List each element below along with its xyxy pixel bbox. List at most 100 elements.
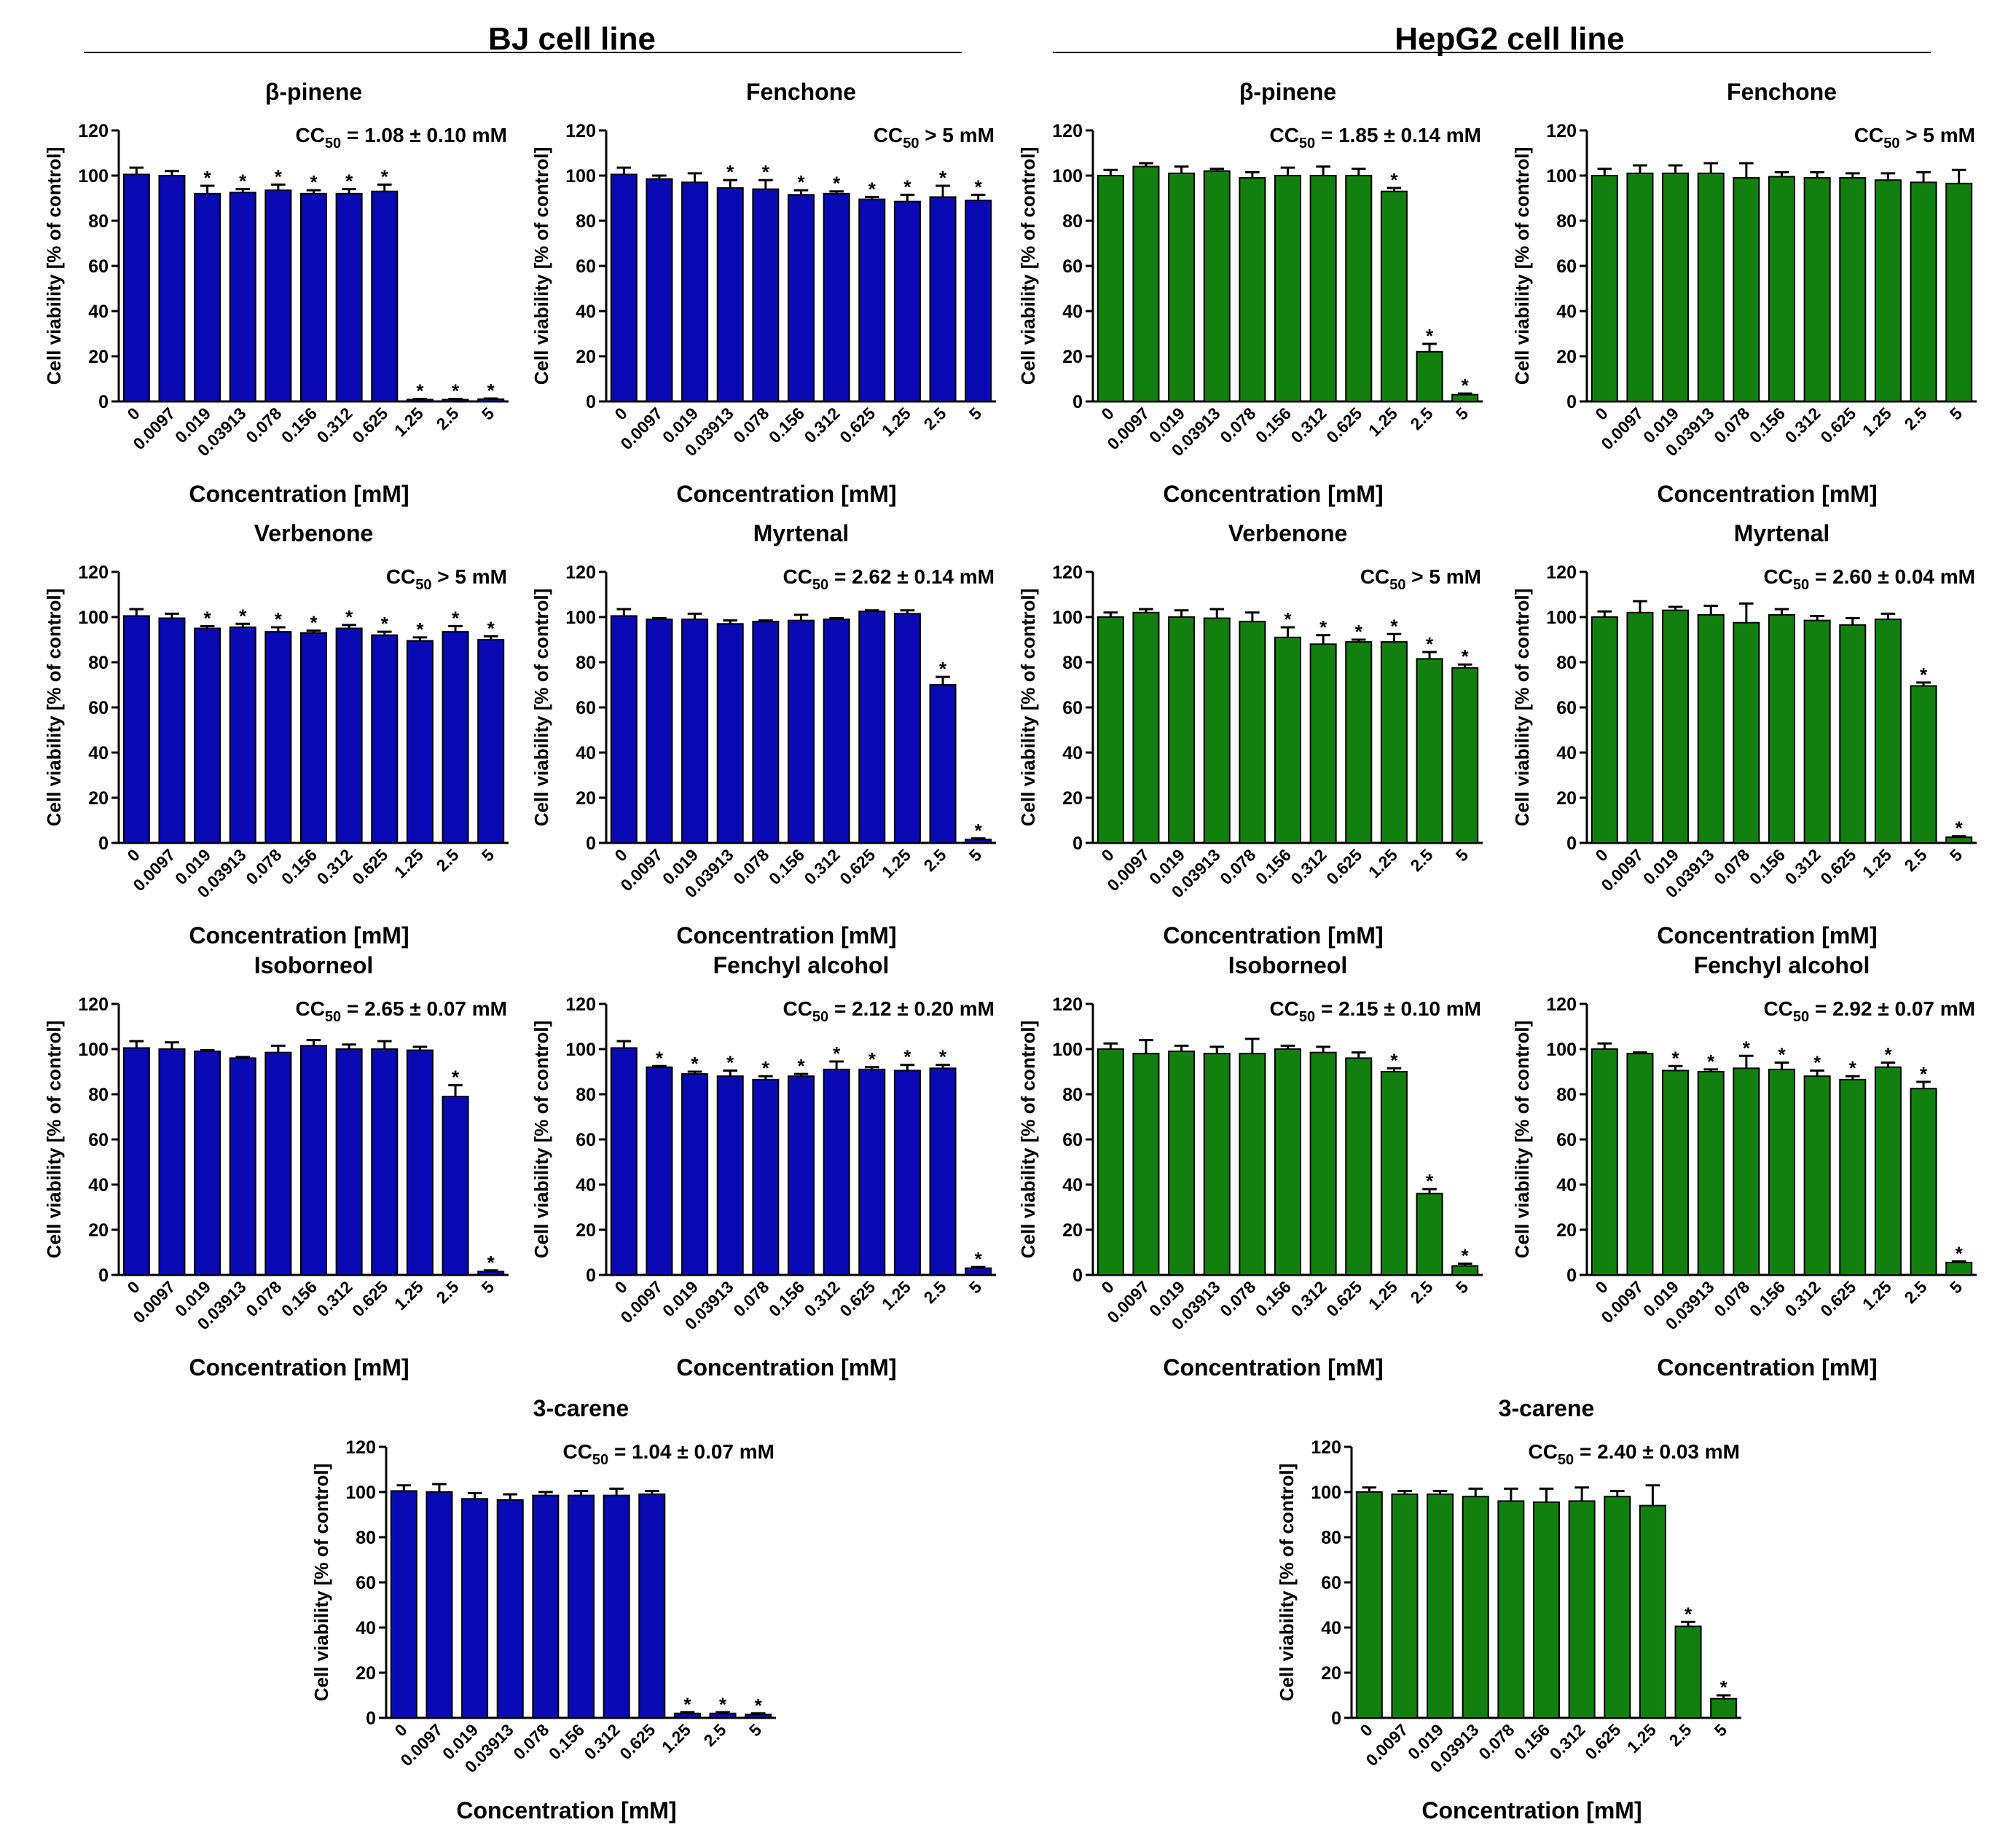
y-tick-label: 40 (1062, 1175, 1083, 1196)
significance-star: * (452, 1067, 460, 1088)
x-tick-label: 0.078 (1710, 404, 1753, 447)
significance-star: * (939, 658, 947, 680)
significance-star: * (487, 1252, 495, 1273)
significance-star: * (755, 1695, 763, 1716)
y-tick-label: 80 (1321, 1528, 1341, 1548)
cc50-subscript: 50 (325, 1009, 341, 1025)
significance-star: * (1778, 1044, 1786, 1066)
cc50-label: CC50 = 1.85 ± 0.14 mM (1269, 124, 1481, 152)
significance-star: * (683, 1693, 691, 1715)
cc50-label: CC50 = 1.08 ± 0.10 mM (295, 124, 507, 152)
x-axis-label: Concentration [mM] (1657, 1354, 1877, 1381)
significance-star: * (416, 380, 424, 402)
bar (823, 619, 850, 844)
x-axis-label: Concentration [mM] (456, 1797, 676, 1824)
bar (1874, 619, 1902, 844)
x-tick-label: 0.312 (313, 1277, 356, 1320)
bar (1626, 611, 1654, 844)
cc50-prefix: CC (562, 1440, 592, 1463)
bar (716, 623, 744, 844)
x-tick-label: 1.25 (878, 845, 914, 882)
bar (681, 1073, 709, 1276)
x-axis-label: Concentration [mM] (189, 1354, 409, 1381)
x-tick-label: 0.625 (348, 1277, 391, 1320)
cc50-prefix: CC (1360, 565, 1389, 588)
cc50-label: CC50 > 5 mM (874, 124, 995, 152)
bar (299, 632, 328, 844)
y-tick-label: 20 (88, 788, 109, 809)
significance-star: * (762, 1057, 770, 1079)
x-tick-label: 0.078 (242, 1277, 285, 1320)
cc50-subscript: 50 (903, 136, 919, 152)
x-tick-label: 0 (1097, 1277, 1117, 1297)
y-tick-label: 100 (1546, 166, 1577, 187)
significance-star: * (1319, 616, 1327, 638)
significance-star: * (726, 1051, 734, 1073)
y-tick-label: 100 (1546, 1040, 1577, 1060)
bar (425, 1491, 453, 1719)
significance-star: * (656, 1047, 664, 1069)
bar (1427, 1493, 1454, 1719)
x-tick-label: 5 (1711, 1720, 1731, 1740)
bar (264, 1051, 292, 1276)
y-tick-label: 0 (1331, 1708, 1341, 1729)
bar (893, 613, 921, 844)
x-tick-label: 0.156 (1252, 845, 1295, 888)
bar (194, 192, 221, 402)
bar (1416, 658, 1443, 844)
y-tick-label: 100 (78, 166, 109, 187)
y-tick-label: 20 (88, 1220, 109, 1241)
x-tick-label: 0.078 (242, 404, 285, 447)
y-axis-label: Cell viability [% of control] (43, 1021, 65, 1258)
x-tick-label: 1.25 (391, 404, 427, 440)
chart-title: Verbenone (254, 520, 374, 546)
y-tick-label: 40 (576, 743, 596, 764)
y-tick-label: 0 (1072, 392, 1083, 412)
cc50-subscript: 50 (1558, 1452, 1574, 1468)
significance-star: * (762, 161, 770, 183)
y-tick-label: 0 (98, 1265, 109, 1286)
significance-star: * (868, 178, 876, 200)
y-axis-label: Cell viability [% of control] (530, 589, 552, 826)
significance-star: * (1462, 645, 1470, 667)
cc50-value: > 5 mM (1406, 565, 1481, 588)
x-tick-label: 1.25 (1859, 404, 1895, 440)
x-tick-label: 0.156 (1252, 1277, 1295, 1320)
bar (1168, 172, 1196, 402)
y-tick-label: 40 (88, 1175, 109, 1196)
x-tick-label: 0.625 (1322, 404, 1365, 447)
bar (646, 1066, 673, 1276)
bar (1768, 1068, 1796, 1276)
bar (716, 187, 744, 402)
significance-star: * (903, 1046, 911, 1068)
bar (965, 200, 992, 402)
cc50-label: CC50 = 2.15 ± 0.10 mM (1269, 997, 1481, 1025)
bar (929, 196, 957, 402)
y-tick-label: 60 (88, 256, 109, 277)
x-tick-label: 0.078 (1475, 1720, 1518, 1763)
significance-star: * (1956, 1242, 1964, 1264)
bar (335, 1048, 363, 1276)
bar (335, 192, 363, 402)
chart-title: Myrtenal (753, 520, 850, 546)
chart-title: 3-carene (1499, 1395, 1595, 1421)
y-tick-label: 100 (565, 608, 596, 628)
bar (1662, 609, 1690, 844)
y-tick-label: 40 (1556, 1175, 1577, 1196)
x-tick-label: 1.25 (658, 1720, 694, 1756)
significance-star: * (1390, 1049, 1398, 1071)
bar (1416, 1193, 1443, 1276)
x-tick-label: 0.078 (729, 1277, 772, 1320)
bar (1733, 177, 1760, 402)
y-tick-label: 80 (1556, 211, 1577, 232)
y-tick-label: 0 (586, 833, 596, 854)
significance-star: * (691, 1053, 699, 1075)
x-tick-label: 0 (611, 845, 630, 865)
bar (158, 1048, 186, 1276)
x-tick-label: 0 (611, 404, 630, 423)
x-tick-label: 2.5 (1901, 845, 1931, 875)
y-axis-label: Cell viability [% of control] (1017, 589, 1039, 826)
y-tick-label: 60 (1062, 256, 1083, 277)
